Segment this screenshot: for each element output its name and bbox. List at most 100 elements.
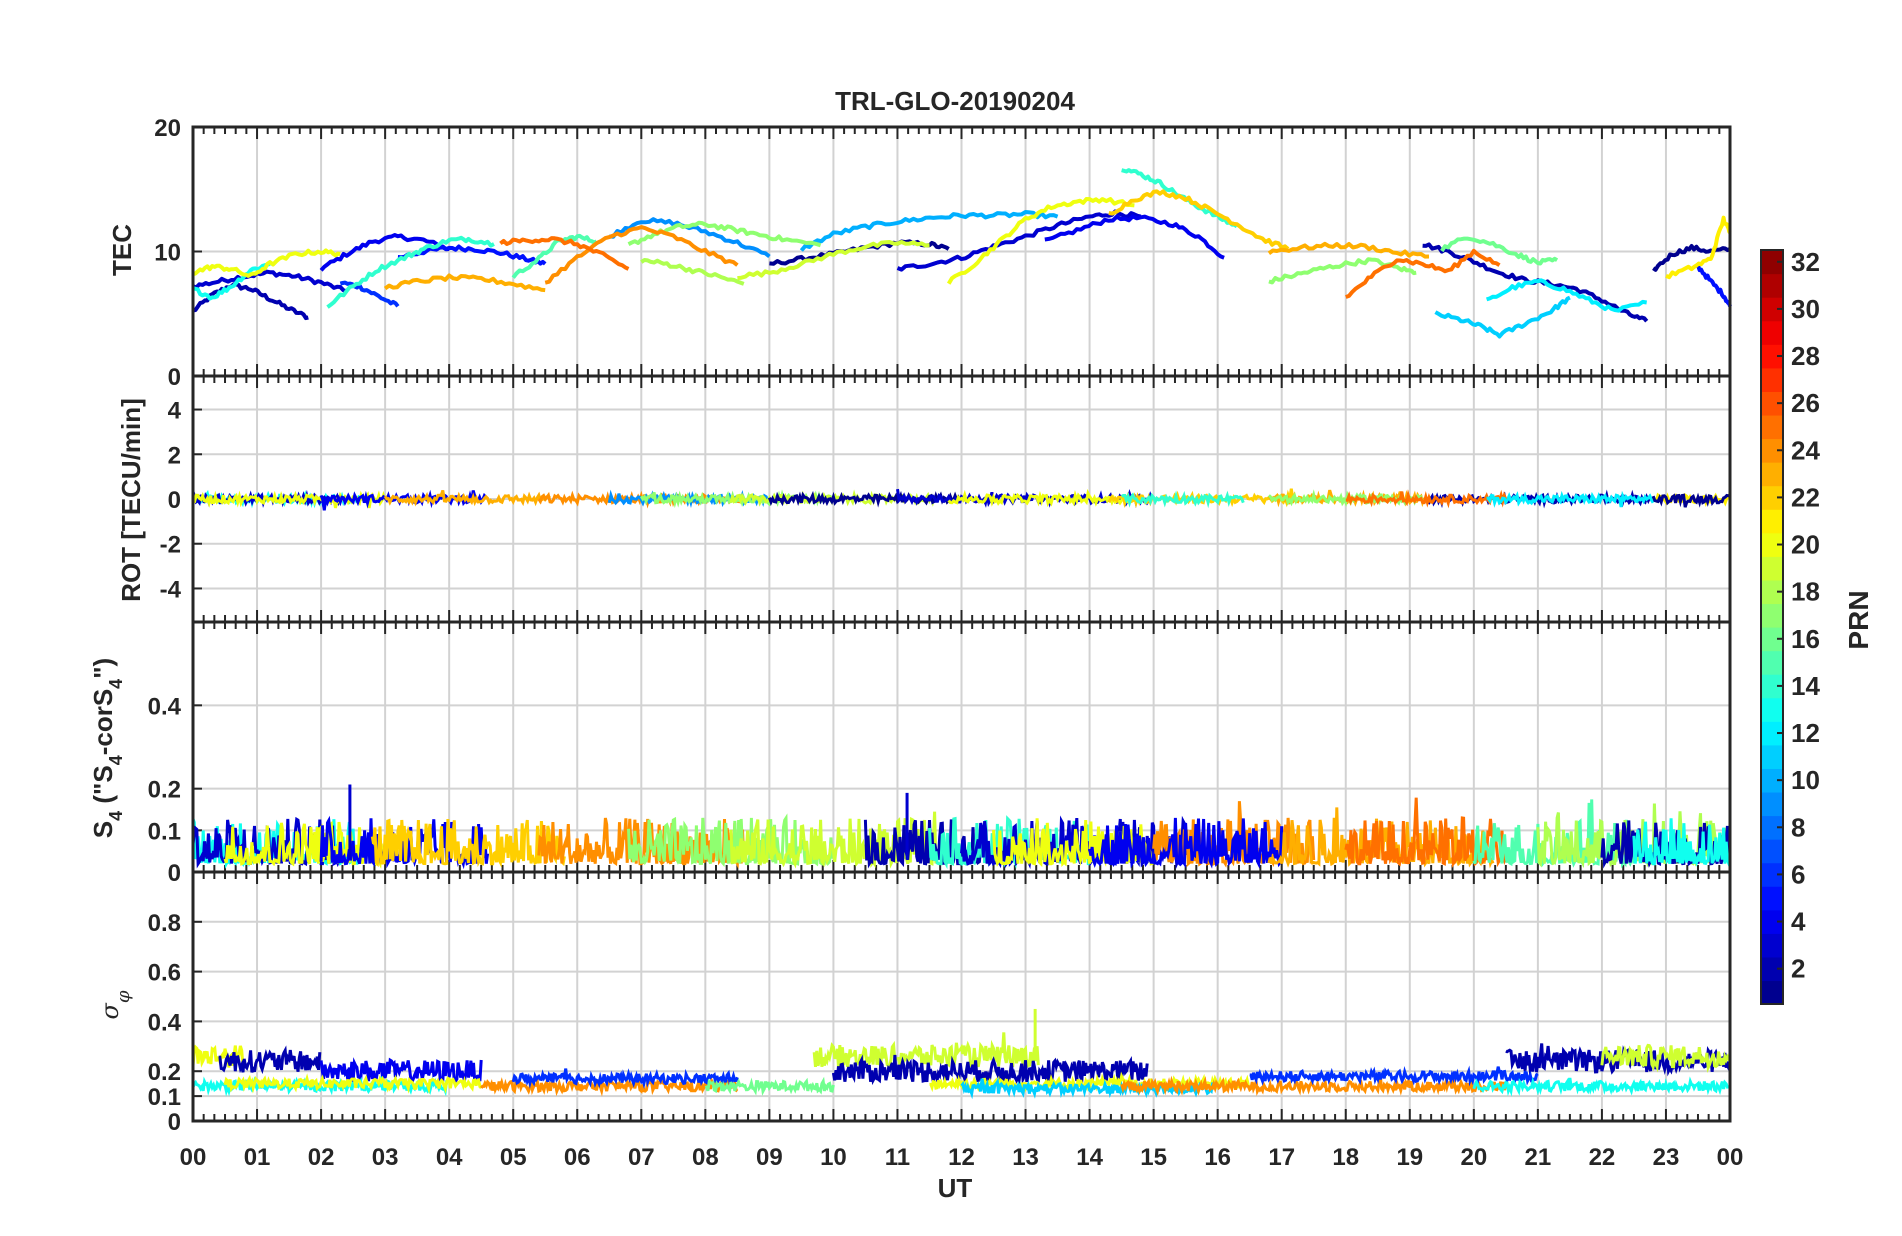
- tec-series-prn-1: [1652, 244, 1731, 272]
- x-tick-label: 06: [564, 1144, 591, 1171]
- tec-series-prn-21: [1665, 215, 1732, 280]
- x-tick-label: 23: [1653, 1144, 1680, 1171]
- rot-series-prn-23: [383, 489, 551, 507]
- colorbar-segment: [1761, 721, 1783, 746]
- x-tick-label: 00: [180, 1144, 207, 1171]
- s4-y-label: S4 ("S4-corS4"): [88, 658, 126, 838]
- x-tick-label: 16: [1204, 1144, 1231, 1171]
- sigma-phi-series-prn-16: [704, 1076, 835, 1096]
- sigma-phi-series-prn-19: [812, 1032, 1040, 1071]
- colorbar-segment: [1761, 674, 1783, 699]
- x-tick-label: 14: [1076, 1144, 1103, 1171]
- x-tick-label: 11: [885, 1144, 910, 1171]
- tec-series-prn-5: [397, 244, 547, 266]
- colorbar-segment: [1761, 367, 1783, 392]
- colorbar-segment: [1761, 791, 1783, 817]
- colorbar-tick-label: 12: [1791, 718, 1820, 748]
- colorbar-tick-label: 14: [1791, 671, 1820, 701]
- colorbar-tick-label: 10: [1791, 765, 1820, 795]
- colorbar-segment: [1761, 956, 1783, 982]
- y-tick-label: 0: [168, 860, 181, 887]
- y-tick-label: 0.6: [148, 960, 181, 987]
- colorbar-segment: [1761, 438, 1783, 463]
- tec-y-label: TEC: [107, 224, 137, 276]
- colorbar-segment: [1761, 886, 1783, 911]
- colorbar-segment: [1761, 297, 1783, 322]
- x-tick-label: 21: [1525, 1144, 1552, 1171]
- sigma-phi-series-prn-19: [1600, 1043, 1732, 1074]
- colorbar-segment: [1761, 933, 1783, 958]
- x-tick-label: 13: [1012, 1144, 1039, 1171]
- y-tick-label: 20: [154, 115, 181, 142]
- tec-series-prn-6: [339, 280, 400, 308]
- sigma-phi-series-prn-2: [218, 1045, 322, 1075]
- colorbar-segment: [1761, 273, 1783, 298]
- s4-series-prn-22: [370, 818, 566, 868]
- x-tick-label: 04: [436, 1144, 463, 1171]
- y-tick-label: 0: [168, 487, 181, 514]
- s4-series-prn-15: [1472, 799, 1636, 869]
- rot-y-label: ROT [TECU/min]: [116, 398, 146, 602]
- x-tick-label: 20: [1460, 1144, 1487, 1171]
- sigma-phi-series-prn-20: [223, 1073, 483, 1095]
- sigma-phi-series-prn-24: [1120, 1075, 1508, 1097]
- x-tick-label: 15: [1140, 1144, 1167, 1171]
- sigma-phi-series-prn-2: [831, 1054, 1149, 1088]
- x-tick-label: 19: [1396, 1144, 1423, 1171]
- rot-series-prn-20: [947, 488, 1135, 508]
- colorbar-segment: [1761, 579, 1783, 605]
- colorbar-segment: [1761, 509, 1783, 534]
- colorbar-tick-label: 4: [1791, 907, 1806, 937]
- tec-series-prn-16: [1440, 236, 1559, 266]
- y-tick-label: 4: [168, 398, 182, 425]
- tec-series-prn-25: [1345, 248, 1501, 299]
- sigma-phi-series-prn-6: [511, 1068, 739, 1090]
- x-tick-labels: 00 01 02 03 04 05 06 07 08 09 10 11 12 13 14 15 16 17 18 19…: [180, 1144, 1744, 1171]
- colorbar-tick-label: 26: [1791, 388, 1820, 418]
- y-tick-label: 0.2: [148, 1059, 181, 1086]
- tec-series-prn-19: [737, 240, 930, 281]
- colorbar-tick-label: 16: [1791, 624, 1820, 654]
- colorbar-segment: [1761, 485, 1783, 510]
- tec-series-prn-24: [544, 225, 739, 285]
- tec-series-prn-20: [946, 197, 1135, 285]
- tec-series-prn-11: [1434, 295, 1571, 339]
- x-tick-label: 22: [1589, 1144, 1616, 1171]
- rot-series-prn-22: [1107, 488, 1296, 509]
- s4-panel: 0 0.1 0.2 0.4: [148, 620, 1732, 887]
- x-tick-label: 09: [756, 1144, 783, 1171]
- s4-series-prn-20: [992, 818, 1154, 868]
- tec-series-prn-17: [1268, 257, 1417, 285]
- tec-series-prn-18: [640, 258, 745, 286]
- x-tick-label: 12: [948, 1144, 975, 1171]
- colorbar-segment: [1761, 744, 1783, 769]
- tec-series-prn-20: [192, 248, 341, 278]
- tec-series-prn-5: [1696, 264, 1732, 307]
- colorbar-tick-label: 20: [1791, 530, 1820, 560]
- x-tick-label: 05: [500, 1144, 527, 1171]
- x-tick-label: 17: [1268, 1144, 1295, 1171]
- colorbar-segment: [1761, 532, 1783, 557]
- colorbar-segment: [1761, 909, 1783, 934]
- x-tick-label: 07: [628, 1144, 655, 1171]
- colorbar-segment: [1761, 414, 1783, 440]
- colorbar-tick-label: 28: [1791, 341, 1820, 371]
- colorbar-segment: [1761, 980, 1783, 1005]
- s4-series-prn-13: [1632, 818, 1732, 868]
- y-tick-label: 2: [168, 442, 181, 469]
- tec-series-prn-2: [192, 282, 309, 321]
- colorbar-tick-label: 24: [1791, 435, 1820, 465]
- y-tick-label: 10: [154, 240, 181, 267]
- x-tick-label: 10: [820, 1144, 847, 1171]
- colorbar-segment: [1761, 650, 1783, 675]
- tec-series-prn-25: [499, 236, 630, 271]
- tec-series-prn-10: [799, 210, 1059, 252]
- x-tick-label: 03: [372, 1144, 399, 1171]
- tec-panel: 0 10 20: [154, 115, 1732, 391]
- sigma-phi-series-prn-13: [1472, 1076, 1731, 1097]
- colorbar-segment: [1761, 344, 1783, 369]
- sigma-phi-y-label: σφ: [96, 990, 134, 1019]
- colorbar-segment: [1761, 697, 1783, 722]
